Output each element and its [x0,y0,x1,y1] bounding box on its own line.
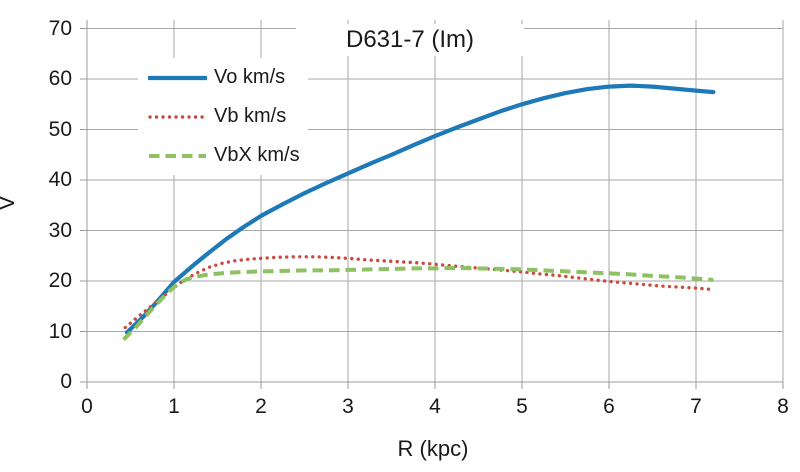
legend-label-vo: Vo km/s [214,66,286,88]
y-tick-label: 0 [60,370,72,393]
series-line-vbx [122,265,714,342]
legend-line-solid-icon [148,75,207,80]
y-tick-label: 20 [48,269,72,292]
legend: Vo km/s Vb km/s VbX km/s [138,58,308,175]
legend-line-dotted-icon [148,114,207,119]
x-axis-title: R (kpc) [397,436,469,461]
y-tick-label: 60 [48,67,72,90]
chart-title: D631-7 (Im) [296,24,524,56]
legend-item-vo: Vo km/s [138,58,308,97]
x-tick-label: 8 [777,395,789,418]
legend-item-vb: Vb km/s [138,97,308,136]
x-tick-label: 3 [342,395,354,418]
y-tick-label: 50 [48,117,72,141]
legend-label-vbx: VbX km/s [214,144,300,166]
series-line-vo [124,83,716,335]
x-tick-label: 6 [603,395,615,418]
legend-label-vb: Vb km/s [214,105,287,127]
y-tick-label: 70 [48,16,72,40]
x-tick-label: 0 [81,395,93,418]
legend-line-dashed-icon [149,153,206,158]
y-tick-label: 40 [48,168,72,191]
x-tick-label: 2 [255,395,267,418]
y-tick-label: 30 [48,218,72,242]
x-tick-label: 1 [168,395,180,418]
x-tick-label: 7 [690,395,702,418]
legend-item-vbx: VbX km/s [138,136,308,175]
y-tick-label: 10 [48,319,72,343]
x-tick-label: 4 [429,395,441,418]
x-tick-label: 5 [516,395,528,418]
